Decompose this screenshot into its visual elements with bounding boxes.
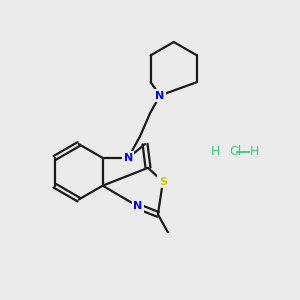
Text: Cl: Cl [229, 146, 242, 158]
Text: S: S [159, 177, 167, 187]
Text: N: N [134, 202, 143, 212]
Text: H: H [211, 146, 220, 158]
Text: H: H [250, 146, 260, 158]
Text: N: N [155, 91, 164, 100]
Text: N: N [124, 153, 133, 163]
